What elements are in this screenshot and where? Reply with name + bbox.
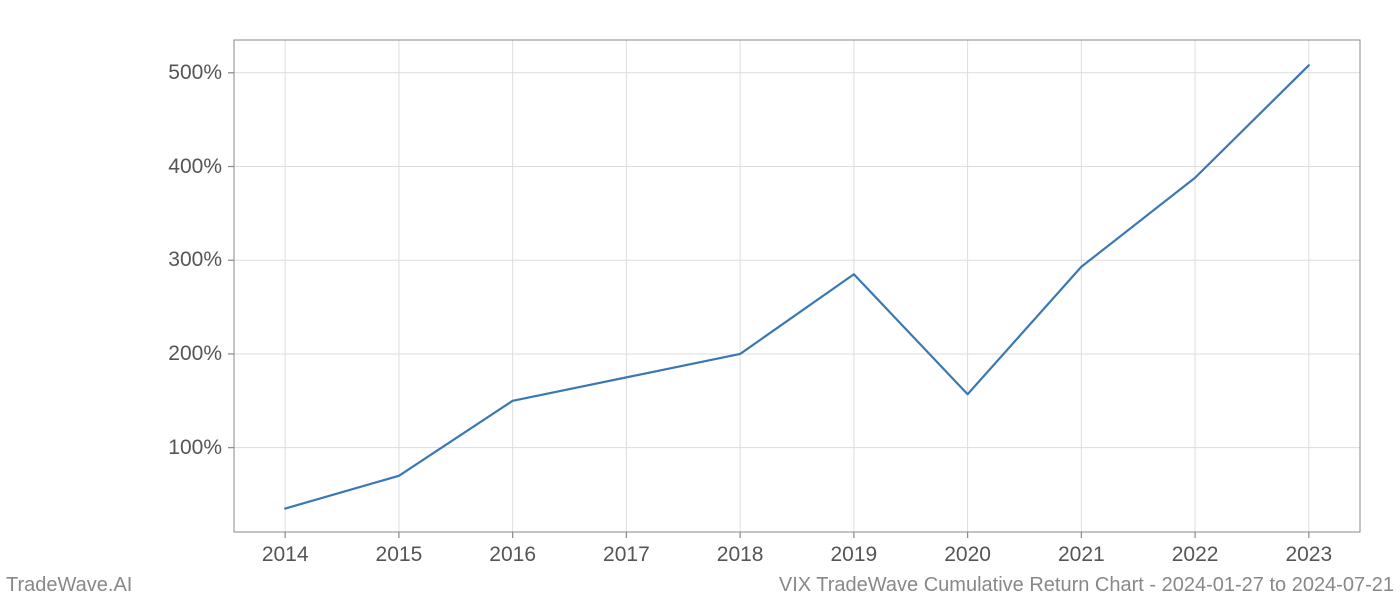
y-tick-label: 400% xyxy=(168,155,222,179)
x-tick-label: 2022 xyxy=(1172,543,1219,567)
footer-right-label: VIX TradeWave Cumulative Return Chart - … xyxy=(779,574,1394,597)
y-tick-label: 500% xyxy=(168,61,222,85)
y-tick-label: 300% xyxy=(168,248,222,272)
x-tick-label: 2016 xyxy=(489,543,536,567)
x-tick-label: 2017 xyxy=(603,543,650,567)
y-tick-label: 100% xyxy=(168,436,222,460)
x-tick-label: 2023 xyxy=(1285,543,1332,567)
chart-container: 2014 2015 2016 2017 2018 2019 2020 2021 2022 2023… xyxy=(0,0,1400,600)
x-tick-label: 2015 xyxy=(376,543,423,567)
x-tick-label: 2018 xyxy=(717,543,764,567)
line-chart-svg xyxy=(0,0,1400,600)
x-tick-label: 2014 xyxy=(262,543,309,567)
x-tick-label: 2019 xyxy=(831,543,878,567)
x-tick-label: 2020 xyxy=(944,543,991,567)
y-tick-label: 200% xyxy=(168,342,222,366)
x-tick-label: 2021 xyxy=(1058,543,1105,567)
footer-left-label: TradeWave.AI xyxy=(6,574,132,597)
